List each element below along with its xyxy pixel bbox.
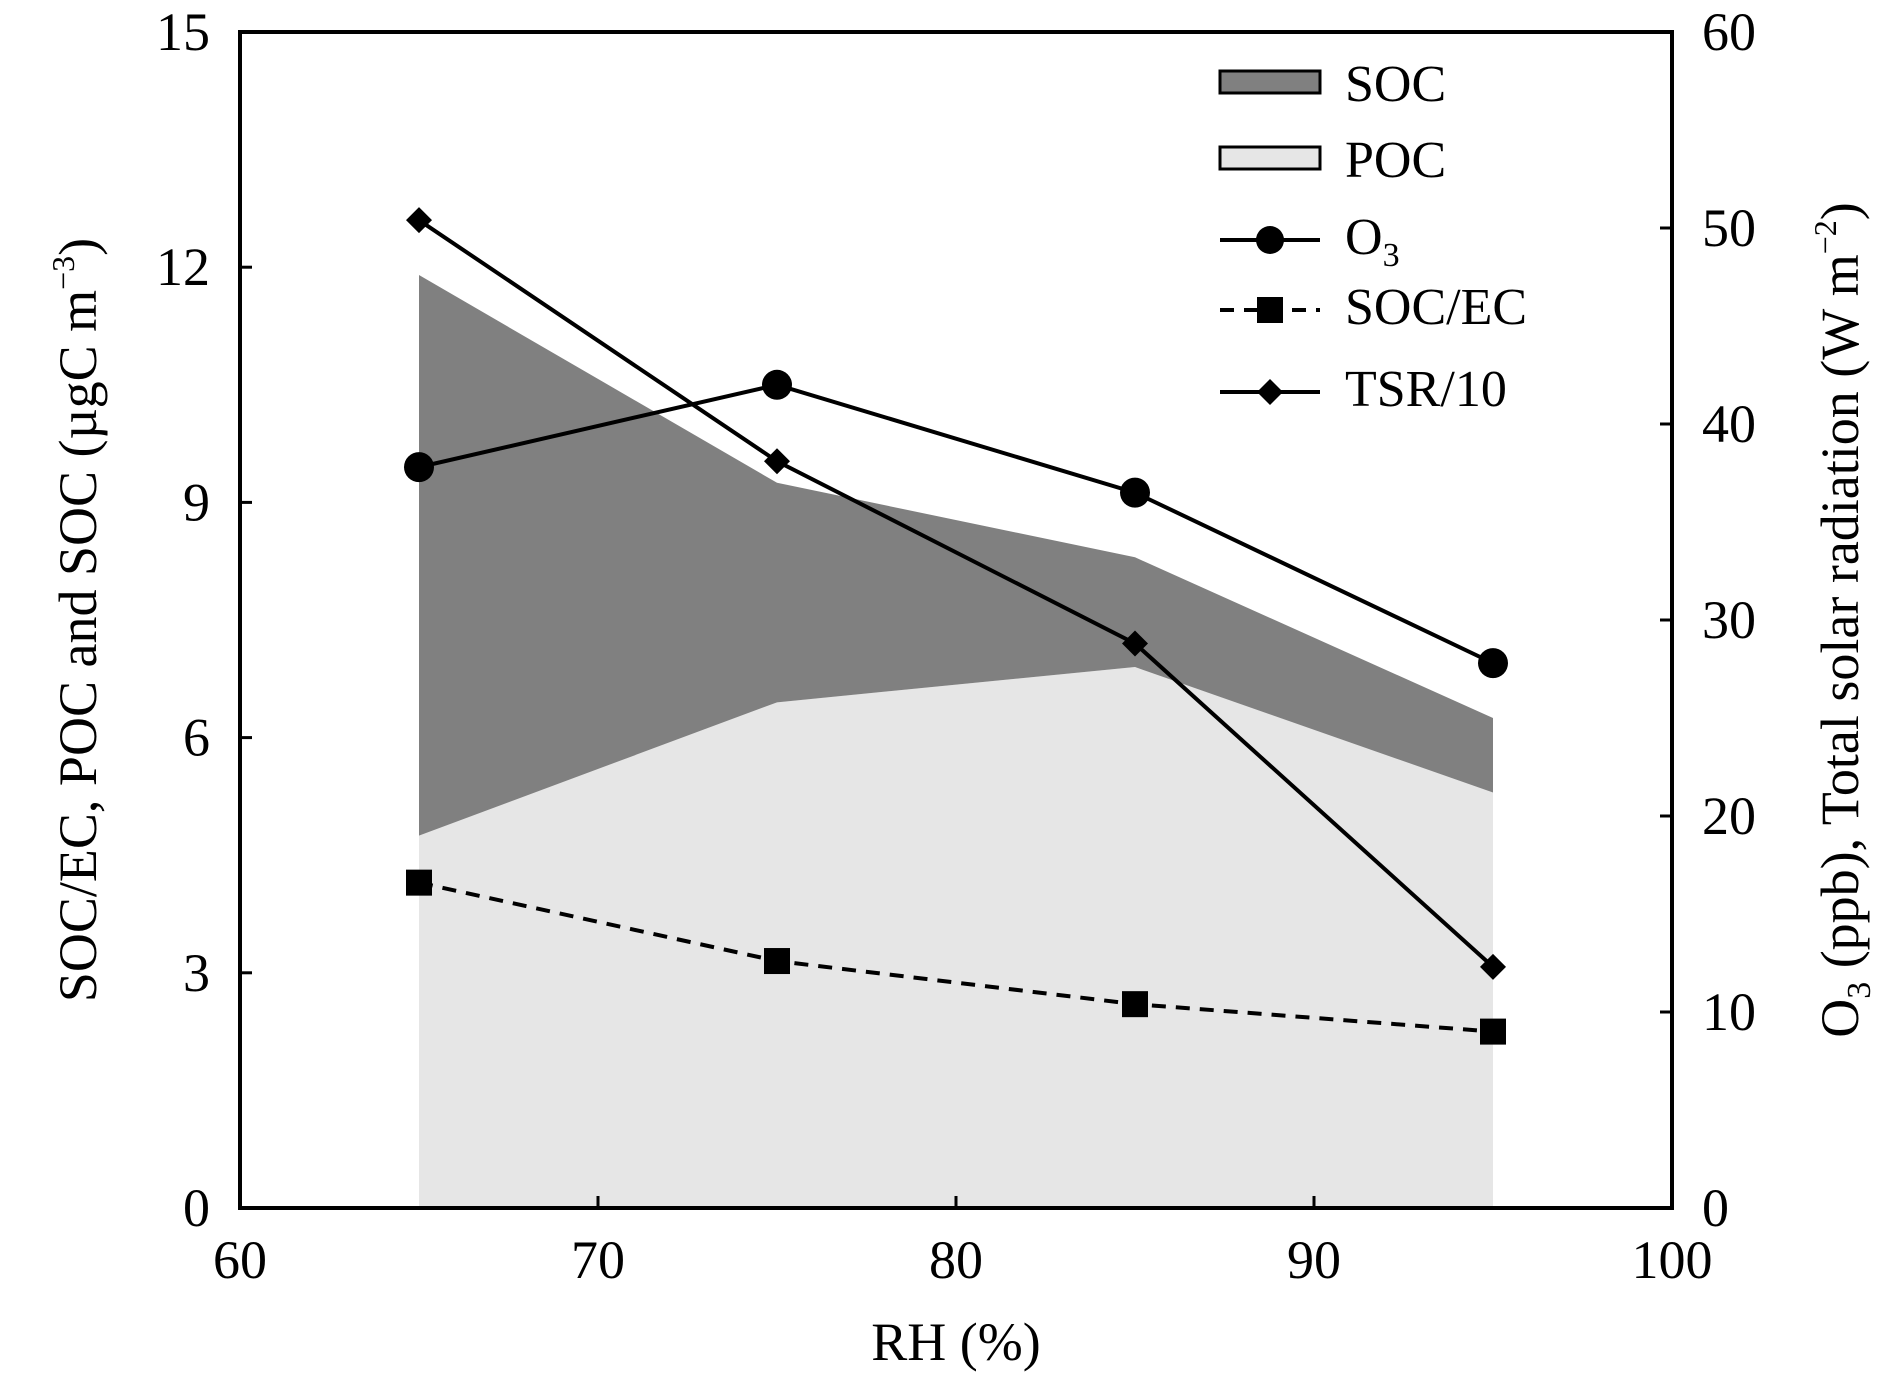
y-right-tick-label: 40 <box>1702 394 1756 454</box>
y-right-tick-label: 20 <box>1702 786 1756 846</box>
y-left-tick-label: 12 <box>156 237 210 297</box>
tsr-10-point-0 <box>406 207 432 234</box>
tsr-10-point-3 <box>1480 953 1506 980</box>
y-axis-left-title-main: SOC/EC, POC and SOC (µgC m <box>48 290 108 1002</box>
legend-marker-tsr <box>1257 379 1283 405</box>
y-right-tick-label: 60 <box>1702 2 1756 62</box>
tsr-10-point-1 <box>764 448 790 475</box>
soc-ec-point-1 <box>764 948 790 975</box>
y-right-tick-label: 0 <box>1702 1178 1729 1238</box>
legend-label-o3-main: O <box>1345 209 1383 266</box>
series-line-o3 <box>418 382 1494 665</box>
soc-area <box>419 275 1493 836</box>
y-axis-left-title-tail: ) <box>48 238 108 256</box>
y-axis-right-title-pre: O <box>1810 999 1870 1038</box>
soc-ec-point-0 <box>406 869 432 896</box>
soc-ec-point-2 <box>1122 991 1148 1018</box>
y-right-tick-label: 10 <box>1702 982 1756 1042</box>
soc-ec-point-3 <box>1480 1018 1506 1045</box>
legend: SOC POC O3 SOC/EC TSR/10 <box>1218 56 1527 418</box>
x-tick-label: 100 <box>1632 1230 1713 1290</box>
x-tick-label: 70 <box>571 1230 625 1290</box>
series-layer <box>404 207 1508 1045</box>
area-layer <box>419 275 1493 1208</box>
x-tick-label: 80 <box>929 1230 983 1290</box>
x-tick-label: 60 <box>213 1230 267 1290</box>
y-axis-left-title: SOC/EC, POC and SOC (µgC m−3) <box>45 238 108 1002</box>
legend-marker-o3 <box>1256 226 1284 254</box>
legend-swatch-poc <box>1218 145 1322 171</box>
y-axis-right-title-sup: −2 <box>1807 220 1843 254</box>
legend-marker-socec <box>1257 297 1283 323</box>
legend-label-o3-sub: 3 <box>1383 237 1400 274</box>
legend-label-o3: O3 <box>1345 209 1400 274</box>
o3-point-2 <box>1120 477 1150 508</box>
legend-label-tsr: TSR/10 <box>1345 361 1507 418</box>
y-right-tick-label: 50 <box>1702 198 1756 258</box>
y-right-tick-label: 30 <box>1702 590 1756 650</box>
series-line-tsr-10 <box>417 218 1495 969</box>
legend-swatch-soc <box>1218 69 1322 95</box>
legend-label-poc: POC <box>1345 132 1446 189</box>
o3-point-3 <box>1478 648 1508 679</box>
legend-label-soc: SOC <box>1345 56 1446 113</box>
legend-label-socec: SOC/EC <box>1345 279 1527 336</box>
y-left-tick-label: 6 <box>183 708 210 768</box>
o3-point-1 <box>762 369 792 400</box>
y-axis-left-title-sup: −3 <box>45 256 81 290</box>
y-left-tick-label: 3 <box>183 943 210 1003</box>
y-axis-right-title-tail: ) <box>1810 202 1870 220</box>
y-left-tick-label: 9 <box>183 472 210 532</box>
poc-area <box>419 667 1493 1208</box>
o3-point-0 <box>404 452 434 483</box>
y-left-tick-label: 15 <box>156 2 210 62</box>
y-axis-right-title-main: (ppb), Total solar radiation (W m <box>1810 254 1870 982</box>
y-left-tick-label: 0 <box>183 1178 210 1238</box>
y-axis-right-title: O3 (ppb), Total solar radiation (W m−2) <box>1807 202 1878 1038</box>
y-axis-right-title-sub: 3 <box>1841 982 1878 999</box>
x-tick-label: 90 <box>1287 1230 1341 1290</box>
x-axis-title: RH (%) <box>871 1312 1040 1372</box>
tsr-10-point-2 <box>1122 630 1148 657</box>
